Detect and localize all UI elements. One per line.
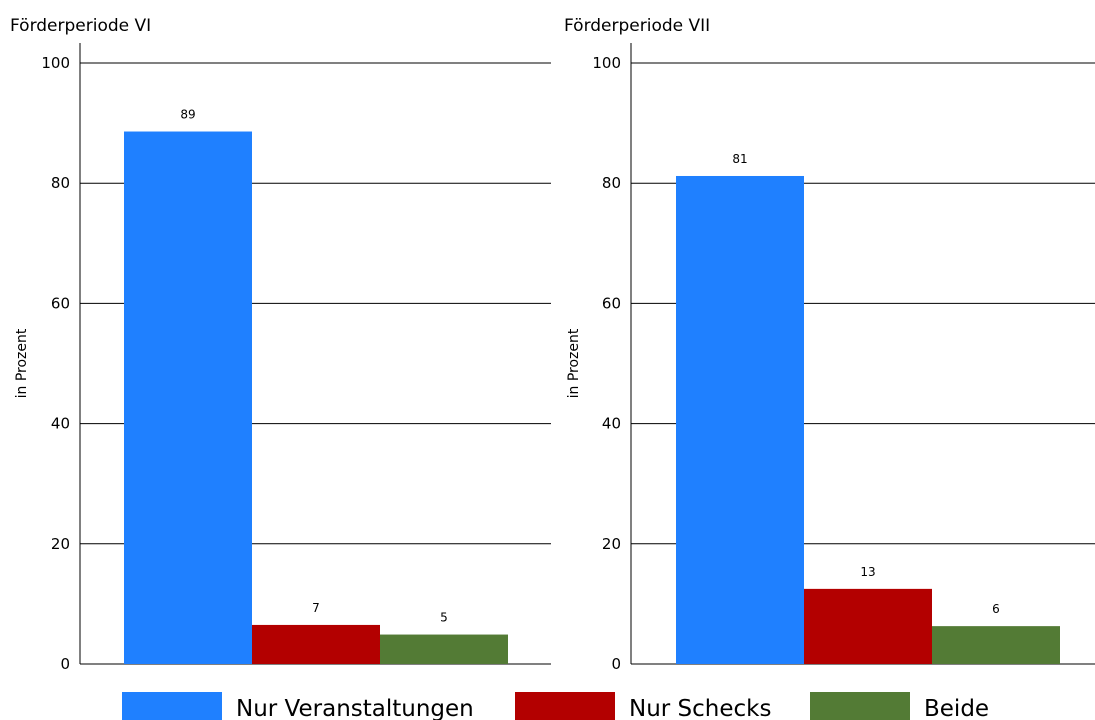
- y-axis-label: in Prozent: [566, 328, 582, 398]
- y-tick-label: 60: [51, 294, 70, 312]
- y-tick-label: 100: [592, 54, 621, 72]
- data-label: 6: [992, 602, 1000, 616]
- y-tick-label: 40: [51, 415, 70, 433]
- y-axis-label: in Prozent: [14, 328, 30, 398]
- data-label: 5: [440, 611, 448, 625]
- y-tick-label: 40: [602, 415, 621, 433]
- bar: [124, 131, 252, 664]
- data-label: 13: [860, 565, 875, 579]
- panel-title: Förderperiode VII: [564, 16, 710, 36]
- data-label: 89: [180, 108, 195, 122]
- y-tick-label: 80: [51, 174, 70, 192]
- legend-swatch: [515, 692, 615, 720]
- bar: [804, 588, 932, 664]
- data-label: 7: [312, 601, 320, 615]
- y-tick-label: 100: [41, 54, 70, 72]
- y-tick-label: 20: [51, 535, 70, 553]
- legend-swatch: [810, 692, 910, 720]
- panel-title: Förderperiode VI: [10, 16, 151, 36]
- bar: [932, 626, 1060, 664]
- y-tick-label: 0: [611, 655, 621, 673]
- bar: [252, 624, 380, 664]
- bar: [676, 175, 804, 664]
- y-tick-label: 0: [60, 655, 70, 673]
- y-tick-label: 20: [602, 535, 621, 553]
- y-tick-label: 80: [602, 174, 621, 192]
- legend-swatch: [122, 692, 222, 720]
- bar: [380, 634, 508, 664]
- legend-label: Beide: [924, 696, 989, 720]
- data-label: 81: [732, 152, 747, 166]
- y-tick-label: 60: [602, 294, 621, 312]
- legend-label: Nur Veranstaltungen: [236, 696, 474, 720]
- legend-label: Nur Schecks: [629, 696, 771, 720]
